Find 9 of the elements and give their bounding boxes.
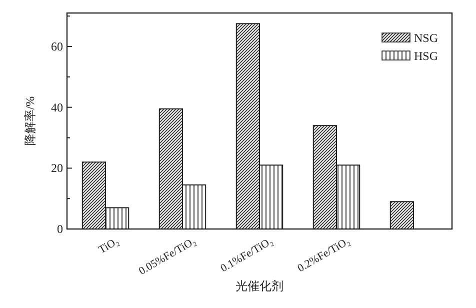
- y-tick-label: 0: [57, 222, 63, 236]
- y-tick-label: 40: [51, 100, 63, 114]
- x-tick-label: TiO₂: [96, 235, 122, 256]
- legend-label: HSG: [414, 49, 438, 63]
- y-axis-title: 降解率/%: [23, 96, 37, 146]
- y-tick-label: 20: [51, 161, 63, 176]
- x-axis-title: 光催化剂: [236, 279, 284, 293]
- legend-label: NSG: [414, 31, 438, 45]
- y-tick-label: 60: [51, 39, 63, 54]
